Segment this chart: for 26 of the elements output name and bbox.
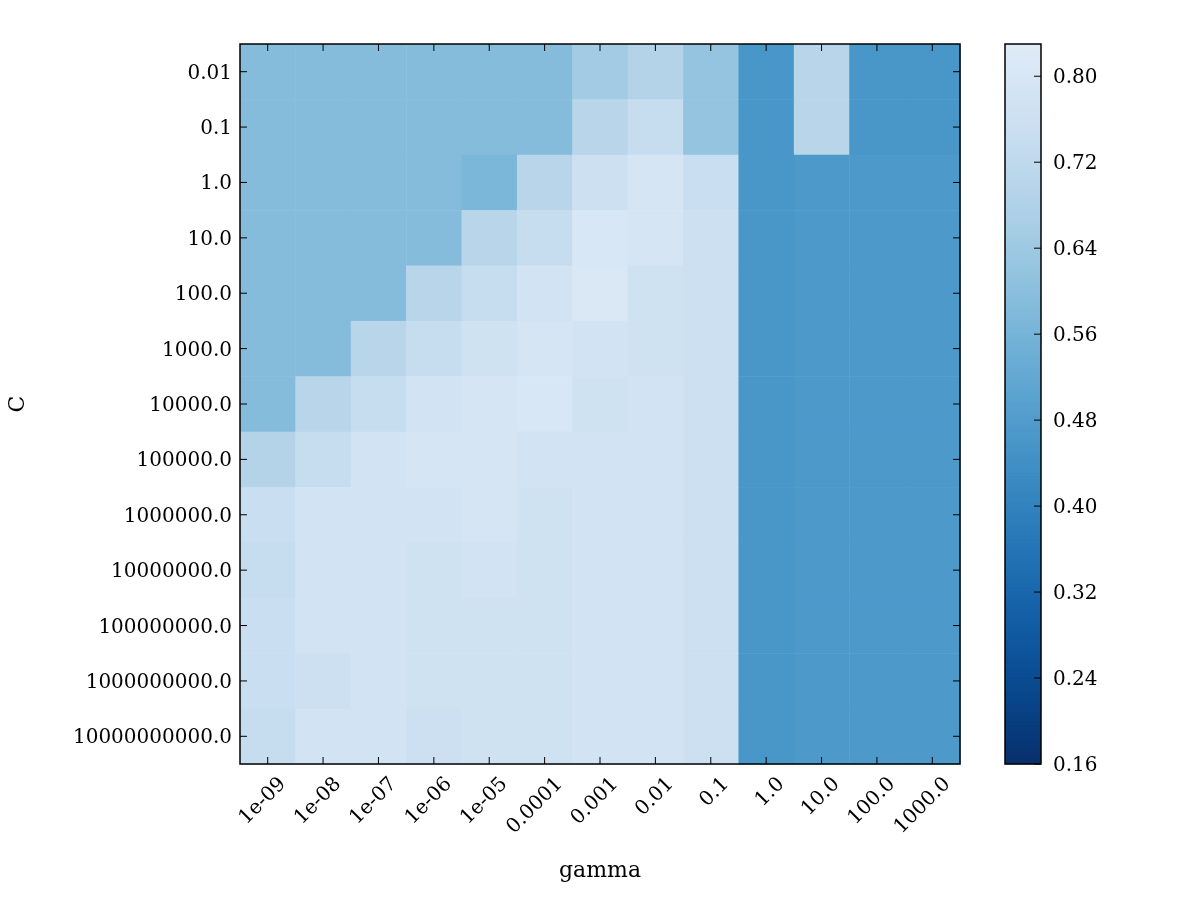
y-tick-label: 0.1	[200, 115, 232, 140]
y-tick-label: 10.0	[187, 225, 232, 250]
y-tick-label: 10000.0	[149, 392, 232, 416]
x-tick-label: 1.0	[748, 771, 789, 811]
color-bar-label: 0.56	[1053, 322, 1098, 347]
y-tick-label: 10000000.0	[111, 558, 232, 583]
color-bar-label: 0.16	[1053, 752, 1098, 776]
y-tick-label: 1000000000.0	[85, 668, 232, 693]
color-bar-label: 0.64	[1053, 236, 1098, 261]
y-tick-label: 10000000000.0	[72, 724, 232, 749]
y-tick-label: 1.0	[200, 170, 232, 195]
y-axis-title: C	[4, 395, 29, 413]
color-bar-label: 0.40	[1053, 494, 1098, 519]
y-tick-label: 0.01	[187, 59, 232, 84]
y-tick-label: 1000000.0	[123, 502, 232, 527]
color-bar-label: 0.48	[1053, 408, 1098, 433]
y-tick-label: 1000.0	[162, 336, 232, 361]
x-tick-label: 0.1	[693, 771, 734, 811]
y-tick-label: 100.0	[174, 281, 232, 306]
color-bar-label: 0.32	[1053, 580, 1098, 605]
y-tick-label: 100000.0	[136, 447, 232, 472]
y-tick-label: 100000000.0	[98, 613, 232, 638]
color-bar-label: 0.80	[1053, 64, 1098, 89]
color-bar-label: 0.72	[1053, 150, 1098, 175]
x-axis-title: gamma	[558, 857, 642, 882]
color-bar-label: 0.24	[1053, 666, 1098, 691]
